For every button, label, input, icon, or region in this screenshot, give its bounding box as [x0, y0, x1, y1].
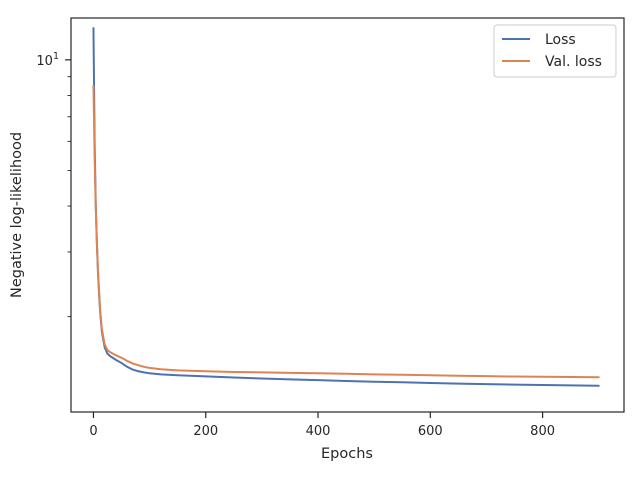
y-axis-label: Negative log-likelihood	[9, 132, 25, 298]
x-tick-label: 200	[193, 424, 218, 439]
plot-frame	[70, 17, 625, 413]
x-axis: 0 200 400 600 800	[89, 412, 555, 439]
x-tick-label: 800	[530, 424, 555, 439]
series-layer	[92, 27, 600, 387]
legend-label-loss: Loss	[545, 32, 576, 48]
legend: Loss Val. loss	[493, 24, 617, 78]
y-axis: 101	[36, 51, 71, 318]
x-axis-label: Epochs	[321, 446, 373, 462]
x-tick-label: 0	[89, 424, 97, 439]
y-tick-label: 101	[36, 51, 59, 69]
series-line-loss	[92, 27, 600, 387]
x-tick-label: 400	[306, 424, 331, 439]
legend-label-val-loss: Val. loss	[545, 54, 602, 70]
x-tick-label: 600	[418, 424, 443, 439]
series-line-val-loss	[92, 84, 600, 379]
